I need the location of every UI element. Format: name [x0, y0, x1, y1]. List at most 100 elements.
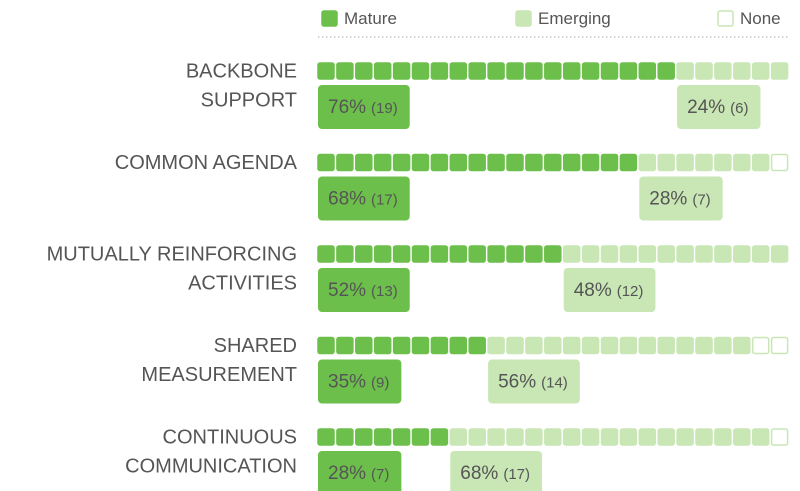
unit-square — [392, 62, 411, 80]
unit-square — [544, 245, 562, 263]
unit-square — [317, 62, 335, 80]
unit-square — [562, 62, 581, 80]
unit-square — [562, 153, 581, 172]
unit-square — [581, 245, 600, 263]
unit-square — [676, 336, 694, 355]
unit-square — [373, 245, 392, 263]
unit-square — [657, 245, 675, 263]
value-box — [677, 85, 761, 129]
unit-square — [619, 428, 638, 446]
unit-square — [411, 336, 430, 355]
legend-label: Emerging — [538, 9, 611, 28]
unit-square — [562, 428, 581, 446]
value-box — [488, 359, 580, 404]
unit-square — [449, 428, 468, 446]
unit-square — [430, 62, 449, 80]
value-label: 48% — [574, 280, 612, 301]
value-box — [318, 451, 402, 491]
unit-square — [506, 62, 524, 80]
legend-swatch — [321, 10, 338, 27]
unit-square — [355, 153, 373, 172]
unit-square — [600, 245, 619, 263]
unit-square — [392, 245, 411, 263]
unit-square — [581, 428, 600, 446]
unit-square — [468, 153, 486, 172]
count-label: (17) — [503, 466, 530, 483]
count-label: (7) — [692, 191, 710, 208]
unit-square — [525, 428, 543, 446]
unit-square — [619, 62, 638, 80]
unit-square — [468, 336, 486, 355]
unit-square — [506, 428, 524, 446]
count-label: (9) — [371, 374, 389, 391]
unit-square — [714, 153, 732, 172]
unit-square — [562, 245, 581, 263]
unit-square — [733, 428, 751, 446]
unit-square — [411, 428, 430, 446]
unit-square — [751, 336, 770, 355]
unit-square — [449, 245, 468, 263]
unit-square — [714, 428, 732, 446]
count-label: (17) — [371, 191, 398, 208]
unit-square — [487, 245, 505, 263]
unit-square — [676, 428, 694, 446]
unit-square — [487, 336, 505, 355]
value-box — [639, 176, 723, 221]
value-box — [318, 176, 410, 221]
unit-square — [544, 336, 562, 355]
unit-square — [600, 62, 619, 80]
unit-square — [506, 245, 524, 263]
unit-square — [468, 428, 486, 446]
count-label: (6) — [730, 100, 748, 117]
unit-square — [487, 428, 505, 446]
unit-square — [430, 153, 449, 172]
unit-square — [355, 428, 373, 446]
unit-square — [336, 245, 354, 263]
value-label: 56% — [498, 372, 536, 393]
unit-square — [770, 153, 789, 172]
value-label: 28% — [649, 189, 687, 210]
legend-label: Mature — [344, 9, 397, 28]
unit-square — [695, 153, 713, 172]
value-label: 52% — [328, 280, 366, 301]
unit-square — [733, 62, 751, 80]
count-label: (14) — [541, 374, 568, 391]
unit-square — [487, 62, 505, 80]
count-label: (19) — [371, 100, 398, 117]
category-label: MUTUALLY REINFORCING — [47, 243, 297, 265]
value-label: 68% — [460, 463, 498, 484]
unit-square — [468, 62, 486, 80]
unit-square — [600, 336, 619, 355]
unit-square — [449, 153, 468, 172]
unit-square — [317, 153, 335, 172]
unit-square — [355, 336, 373, 355]
unit-square — [562, 336, 581, 355]
category-label: CONTINUOUS — [163, 426, 297, 448]
unit-square — [770, 336, 789, 355]
unit-square — [714, 62, 732, 80]
category-label: SHARED — [214, 335, 297, 357]
unit-square — [392, 336, 411, 355]
value-box — [318, 268, 410, 312]
unit-square — [657, 62, 675, 80]
value-label: 76% — [328, 97, 366, 118]
unit-square — [600, 153, 619, 172]
value-label: 24% — [687, 97, 725, 118]
unit-square — [676, 62, 694, 80]
count-label: (13) — [371, 283, 398, 300]
category-label: BACKBONE — [186, 60, 297, 82]
unit-square — [317, 428, 335, 446]
unit-square — [336, 336, 354, 355]
unit-square — [638, 428, 657, 446]
unit-square — [468, 245, 486, 263]
unit-square — [619, 245, 638, 263]
unit-square — [638, 153, 657, 172]
unit-square — [751, 428, 770, 446]
unit-square — [581, 62, 600, 80]
unit-square — [544, 428, 562, 446]
legend-swatch — [515, 10, 532, 27]
unit-square — [336, 62, 354, 80]
unit-square — [695, 428, 713, 446]
unit-square — [581, 153, 600, 172]
